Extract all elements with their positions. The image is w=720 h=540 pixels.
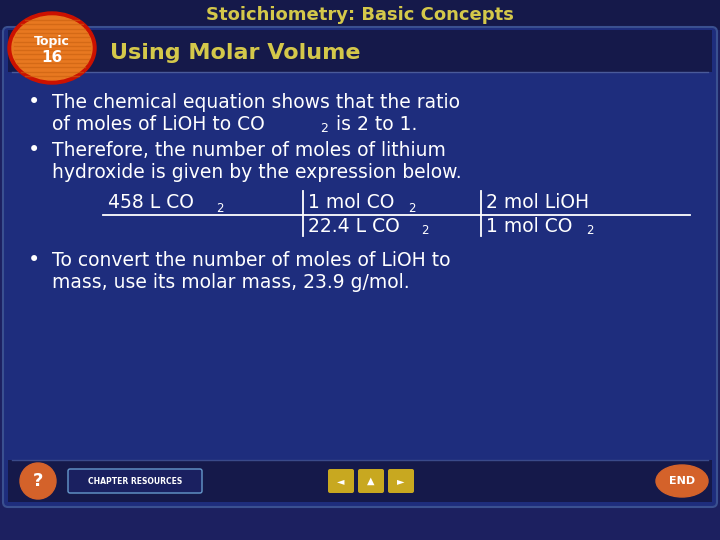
Text: To convert the number of moles of LiOH to: To convert the number of moles of LiOH t…: [52, 251, 451, 269]
Text: Stoichiometry: Basic Concepts: Stoichiometry: Basic Concepts: [206, 6, 514, 24]
FancyBboxPatch shape: [8, 30, 712, 72]
Text: Therefore, the number of moles of lithium: Therefore, the number of moles of lithiu…: [52, 140, 446, 159]
FancyBboxPatch shape: [0, 0, 720, 30]
Text: ◄: ◄: [337, 476, 345, 486]
Text: •: •: [28, 140, 40, 160]
Text: 2: 2: [586, 225, 593, 238]
Ellipse shape: [8, 12, 96, 84]
Text: 22.4 L CO: 22.4 L CO: [308, 217, 400, 235]
Text: 2: 2: [408, 201, 415, 214]
Text: 2 mol LiOH: 2 mol LiOH: [486, 193, 589, 213]
Text: 2: 2: [216, 201, 223, 214]
Text: 2: 2: [320, 123, 328, 136]
Text: Using Molar Volume: Using Molar Volume: [110, 43, 361, 63]
FancyBboxPatch shape: [328, 469, 354, 493]
Text: •: •: [28, 250, 40, 270]
Text: of moles of LiOH to CO: of moles of LiOH to CO: [52, 116, 265, 134]
Ellipse shape: [12, 16, 92, 80]
FancyBboxPatch shape: [388, 469, 414, 493]
Text: •: •: [28, 92, 40, 112]
Text: 458 L CO: 458 L CO: [108, 193, 194, 213]
Text: hydroxide is given by the expression below.: hydroxide is given by the expression bel…: [52, 163, 462, 181]
Ellipse shape: [20, 463, 56, 499]
Text: ▲: ▲: [367, 476, 374, 486]
Text: 1 mol CO: 1 mol CO: [308, 193, 395, 213]
FancyBboxPatch shape: [68, 469, 202, 493]
Text: 1 mol CO: 1 mol CO: [486, 217, 572, 235]
Text: Topic: Topic: [34, 36, 70, 49]
FancyBboxPatch shape: [358, 469, 384, 493]
Text: ?: ?: [33, 472, 43, 490]
FancyBboxPatch shape: [3, 27, 717, 507]
Text: 2: 2: [421, 225, 428, 238]
Text: ►: ►: [397, 476, 405, 486]
Text: END: END: [669, 476, 695, 486]
FancyBboxPatch shape: [8, 460, 712, 502]
Text: is 2 to 1.: is 2 to 1.: [330, 116, 418, 134]
Text: 16: 16: [41, 50, 63, 64]
Text: The chemical equation shows that the ratio: The chemical equation shows that the rat…: [52, 92, 460, 111]
Text: mass, use its molar mass, 23.9 g/mol.: mass, use its molar mass, 23.9 g/mol.: [52, 273, 410, 292]
Text: CHAPTER RESOURCES: CHAPTER RESOURCES: [88, 476, 182, 485]
Ellipse shape: [656, 465, 708, 497]
